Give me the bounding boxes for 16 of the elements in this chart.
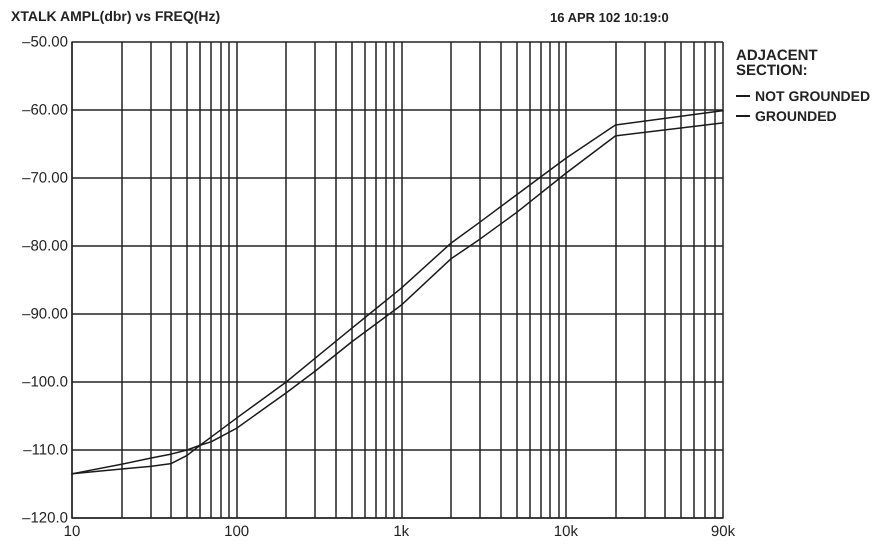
y-tick-label: –110.0 (23, 442, 68, 458)
legend-title: ADJACENT SECTION: (736, 47, 822, 79)
chart-subtitle: 16 APR 102 10:19:0 (550, 10, 669, 25)
legend-label: GROUNDED (755, 108, 837, 124)
x-tick-label: 10k (554, 523, 578, 540)
y-tick-label: –60.00 (22, 102, 68, 118)
legend-label: NOT GROUNDED (755, 88, 870, 104)
chart-title: XTALK AMPL(dbr) vs FREQ(Hz) (11, 8, 220, 24)
x-tick-label: 90k (710, 523, 736, 540)
y-tick-label: –100.0 (22, 374, 68, 390)
y-tick-label: –80.00 (22, 238, 68, 254)
y-tick-label: –70.00 (22, 170, 68, 186)
y-tick-label: –50.00 (22, 34, 68, 50)
x-tick-label: 100 (224, 523, 250, 540)
x-tick-label: 1k (393, 523, 410, 540)
y-tick-label: –90.00 (22, 306, 68, 322)
